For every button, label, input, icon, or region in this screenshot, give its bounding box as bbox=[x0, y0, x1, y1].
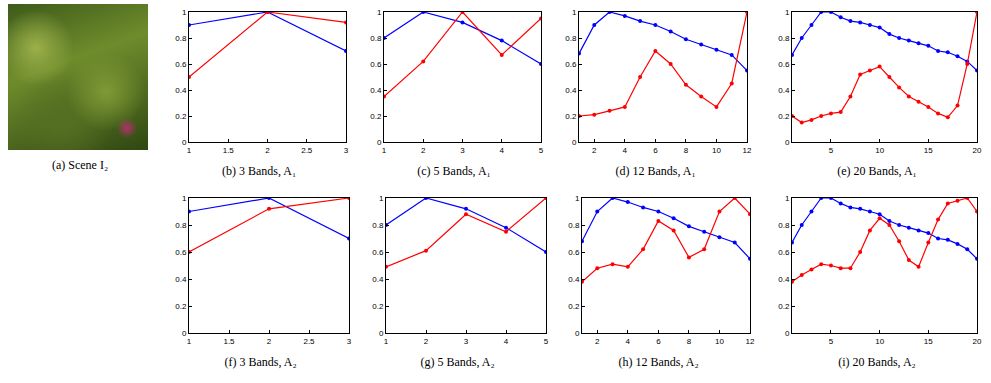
svg-text:0: 0 bbox=[182, 138, 187, 147]
html-text:(h) 12 Bands, A₂: (h) 12 Bands, A₂ bbox=[618, 355, 699, 369]
svg-text:0.2: 0.2 bbox=[175, 302, 187, 311]
svg-text:3: 3 bbox=[460, 146, 465, 155]
svg-text:0.4: 0.4 bbox=[175, 275, 187, 284]
svg-text:5: 5 bbox=[544, 337, 549, 346]
html-text:(c) 5 Bands, A₁: (c) 5 Bands, A₁ bbox=[417, 164, 491, 178]
svg-text:1: 1 bbox=[182, 8, 187, 17]
svg-text:0.8: 0.8 bbox=[778, 221, 790, 230]
svg-text:0: 0 bbox=[379, 329, 384, 338]
html-text:(a) Scene I₂: (a) Scene I₂ bbox=[51, 158, 109, 172]
svg-text:2: 2 bbox=[595, 337, 600, 346]
svg-text:2: 2 bbox=[592, 146, 597, 155]
svg-text:1: 1 bbox=[182, 194, 187, 203]
svg-text:0.2: 0.2 bbox=[565, 112, 577, 121]
svg-text:0.2: 0.2 bbox=[778, 112, 790, 121]
svg-text:1: 1 bbox=[379, 194, 384, 203]
svg-text:0.2: 0.2 bbox=[778, 302, 790, 311]
svg-text:0.2: 0.2 bbox=[568, 302, 580, 311]
svg-text:2.5: 2.5 bbox=[303, 337, 315, 346]
svg-text:20: 20 bbox=[973, 146, 982, 155]
html-text:(f) 3 Bands, A₂: (f) 3 Bands, A₂ bbox=[224, 355, 297, 369]
svg-text:0.8: 0.8 bbox=[370, 34, 382, 43]
svg-text:3: 3 bbox=[464, 337, 469, 346]
svg-text:1: 1 bbox=[187, 337, 192, 346]
svg-text:15: 15 bbox=[924, 146, 933, 155]
svg-text:1: 1 bbox=[377, 8, 382, 17]
svg-text:5: 5 bbox=[829, 337, 834, 346]
svg-text:0.8: 0.8 bbox=[565, 34, 577, 43]
svg-text:12: 12 bbox=[746, 337, 755, 346]
svg-text:0.6: 0.6 bbox=[565, 60, 577, 69]
svg-text:0.8: 0.8 bbox=[568, 221, 580, 230]
svg-text:8: 8 bbox=[687, 337, 692, 346]
svg-text:1: 1 bbox=[382, 146, 387, 155]
svg-text:0.4: 0.4 bbox=[778, 275, 790, 284]
svg-text:0.8: 0.8 bbox=[175, 34, 187, 43]
svg-text:4: 4 bbox=[504, 337, 509, 346]
svg-text:2: 2 bbox=[265, 146, 270, 155]
svg-text:0.8: 0.8 bbox=[175, 221, 187, 230]
svg-text:1: 1 bbox=[187, 146, 192, 155]
svg-text:0: 0 bbox=[785, 329, 790, 338]
svg-text:2: 2 bbox=[267, 337, 272, 346]
svg-text:2: 2 bbox=[424, 337, 429, 346]
svg-text:5: 5 bbox=[539, 146, 544, 155]
svg-text:0.8: 0.8 bbox=[778, 34, 790, 43]
svg-text:4: 4 bbox=[500, 146, 505, 155]
svg-text:5: 5 bbox=[829, 146, 834, 155]
svg-text:3: 3 bbox=[347, 337, 352, 346]
svg-text:6: 6 bbox=[656, 337, 661, 346]
svg-text:3: 3 bbox=[344, 146, 349, 155]
svg-text:10: 10 bbox=[712, 146, 721, 155]
html-text:(d) 12 Bands, A₁: (d) 12 Bands, A₁ bbox=[615, 164, 696, 178]
svg-text:0: 0 bbox=[575, 329, 580, 338]
svg-text:10: 10 bbox=[715, 337, 724, 346]
svg-text:0.4: 0.4 bbox=[565, 86, 577, 95]
svg-text:0: 0 bbox=[182, 329, 187, 338]
svg-text:20: 20 bbox=[973, 337, 982, 346]
svg-text:0.6: 0.6 bbox=[175, 248, 187, 257]
svg-text:12: 12 bbox=[743, 146, 752, 155]
svg-text:0.6: 0.6 bbox=[778, 248, 790, 257]
svg-text:0.2: 0.2 bbox=[370, 112, 382, 121]
svg-text:2: 2 bbox=[421, 146, 426, 155]
svg-text:0.4: 0.4 bbox=[568, 275, 580, 284]
svg-text:1: 1 bbox=[785, 8, 790, 17]
svg-text:1: 1 bbox=[572, 8, 577, 17]
svg-text:8: 8 bbox=[684, 146, 689, 155]
svg-text:1.5: 1.5 bbox=[223, 337, 235, 346]
svg-text:0.4: 0.4 bbox=[372, 275, 384, 284]
svg-text:10: 10 bbox=[875, 337, 884, 346]
svg-text:0.4: 0.4 bbox=[778, 86, 790, 95]
svg-text:1: 1 bbox=[785, 194, 790, 203]
html-text:(g) 5 Bands, A₂: (g) 5 Bands, A₂ bbox=[420, 355, 495, 369]
svg-text:0.6: 0.6 bbox=[175, 60, 187, 69]
svg-text:0.6: 0.6 bbox=[568, 248, 580, 257]
svg-text:0: 0 bbox=[572, 138, 577, 147]
svg-text:0.2: 0.2 bbox=[372, 302, 384, 311]
svg-text:2.5: 2.5 bbox=[301, 146, 313, 155]
svg-text:1: 1 bbox=[384, 337, 389, 346]
html-text:(i) 20 Bands, A₂: (i) 20 Bands, A₂ bbox=[838, 355, 916, 369]
svg-text:6: 6 bbox=[653, 146, 658, 155]
svg-text:1.5: 1.5 bbox=[223, 146, 235, 155]
html-text:(e) 20 Bands, A₁: (e) 20 Bands, A₁ bbox=[837, 164, 917, 178]
svg-text:15: 15 bbox=[924, 337, 933, 346]
svg-text:0.4: 0.4 bbox=[175, 86, 187, 95]
svg-text:10: 10 bbox=[875, 146, 884, 155]
svg-text:0.6: 0.6 bbox=[372, 248, 384, 257]
svg-text:0.6: 0.6 bbox=[778, 60, 790, 69]
svg-text:0.4: 0.4 bbox=[370, 86, 382, 95]
svg-text:0: 0 bbox=[785, 138, 790, 147]
svg-text:4: 4 bbox=[623, 146, 628, 155]
html-text:(b) 3 Bands, A₁: (b) 3 Bands, A₁ bbox=[221, 164, 297, 178]
svg-text:4: 4 bbox=[626, 337, 631, 346]
svg-text:0.8: 0.8 bbox=[372, 221, 384, 230]
svg-text:0.6: 0.6 bbox=[370, 60, 382, 69]
svg-text:1: 1 bbox=[575, 194, 580, 203]
svg-text:0.2: 0.2 bbox=[175, 112, 187, 121]
svg-text:0: 0 bbox=[377, 138, 382, 147]
